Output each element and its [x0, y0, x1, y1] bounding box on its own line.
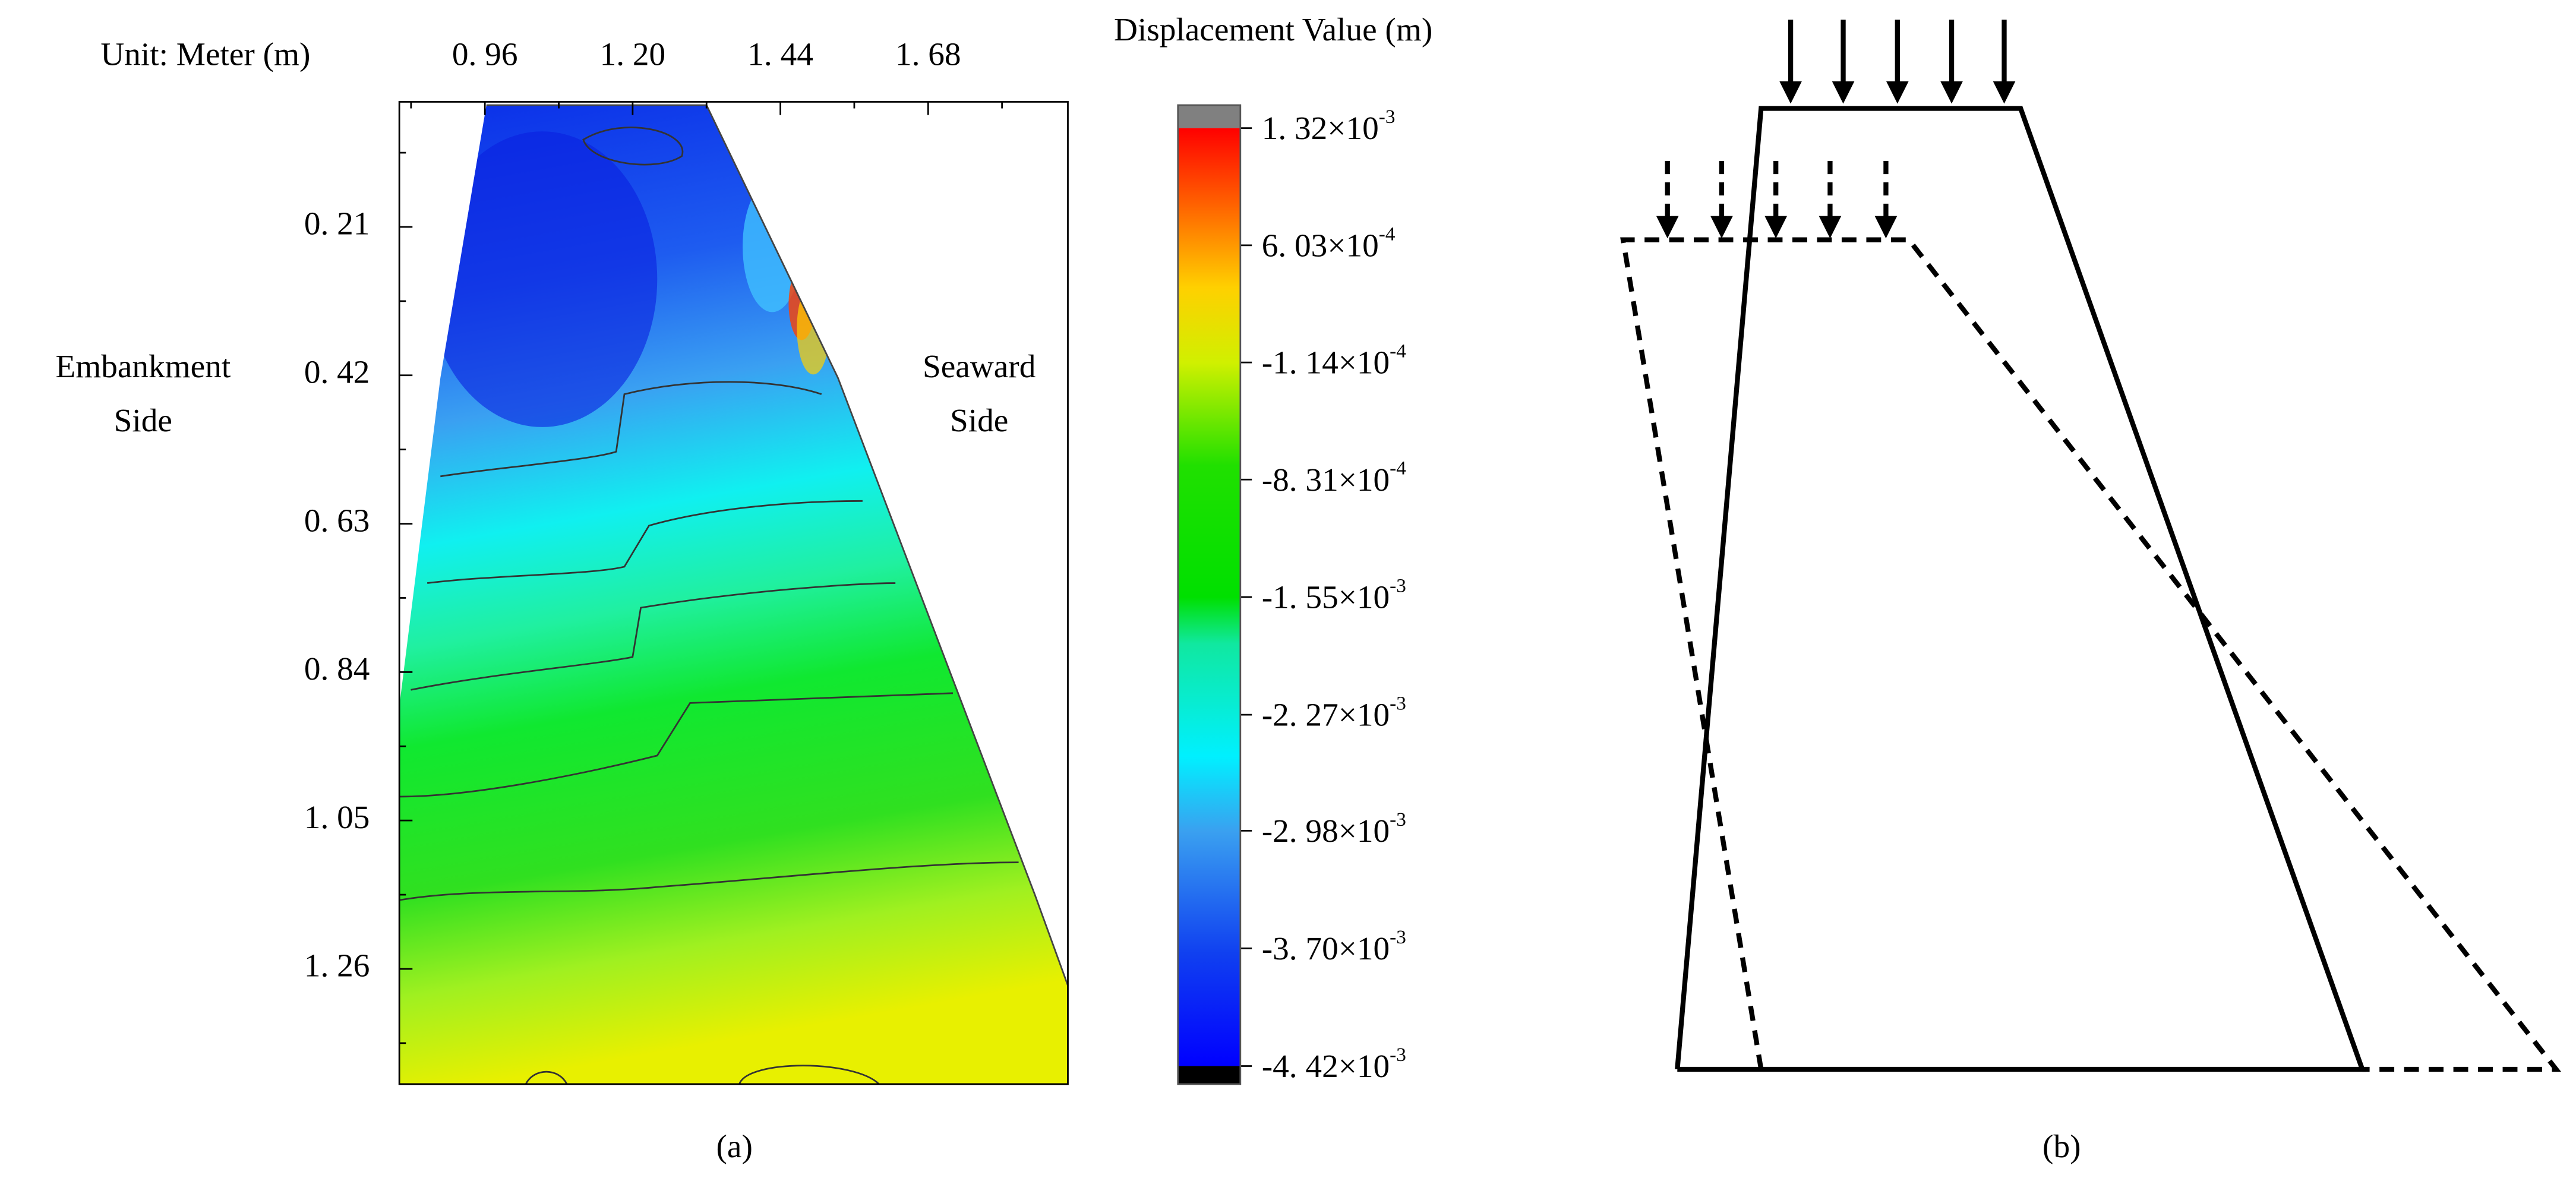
tick-mantissa: -2. 98×10 [1262, 813, 1390, 849]
tick-exponent: -3 [1390, 574, 1406, 596]
x-tick-label: 1. 20 [600, 36, 666, 72]
tick-exponent: -3 [1390, 1043, 1406, 1065]
y-tick-label: 1. 26 [304, 948, 370, 984]
colorbar [1177, 128, 1240, 1066]
tick-exponent: -4 [1390, 340, 1406, 362]
tick-exponent: -3 [1390, 926, 1406, 948]
y-tick-label: 0. 84 [304, 651, 370, 687]
y-tick-label: 0. 42 [304, 353, 370, 390]
tick-mantissa: -1. 55×10 [1262, 579, 1390, 615]
x-tick-label: 1. 68 [895, 36, 961, 72]
contour-field [399, 105, 1068, 1084]
x-tick-label: 0. 96 [452, 36, 518, 72]
left-label: Embankment [55, 348, 231, 384]
colorbar-tick-label: -3. 70×10-3 [1262, 926, 1406, 966]
colorbar-cap [1177, 1066, 1240, 1084]
y-tick-label: 0. 63 [304, 502, 370, 538]
tick-exponent: -4 [1379, 223, 1396, 245]
colorbar-tick-label: 1. 32×10-3 [1262, 106, 1396, 146]
colorbar-tick-label: -2. 27×10-3 [1262, 692, 1406, 732]
unit-label: Unit: Meter (m) [100, 36, 310, 72]
colorbar-tick-label: -2. 98×10-3 [1262, 808, 1406, 848]
tick-exponent: -3 [1390, 692, 1406, 714]
tick-mantissa: -2. 27×10 [1262, 696, 1390, 732]
colorbar-cap [1177, 105, 1240, 128]
tick-exponent: -3 [1379, 106, 1396, 128]
colorbar-tick-label: -8. 31×10-4 [1262, 457, 1406, 497]
right-label: Seaward [923, 348, 1036, 384]
y-tick-label: 1. 05 [304, 799, 370, 835]
right-label: Side [950, 402, 1008, 438]
axis-ticks: 0. 96 1. 20 1. 44 1. 68 0. 21 0. 42 0. 63 0. 84… [304, 36, 1406, 1084]
tick-mantissa: -1. 14×10 [1262, 344, 1390, 380]
colorbar-frame [1177, 104, 1242, 1085]
tick-mantissa: 1. 32×10 [1262, 110, 1379, 146]
tick-exponent: -4 [1390, 457, 1406, 479]
colorbar-tick-label: -4. 42×10-3 [1262, 1043, 1406, 1084]
load-arrows-dashed [1656, 160, 1898, 239]
tick-exponent: -3 [1390, 808, 1406, 830]
original-shape [1675, 106, 2366, 1072]
colorbar-tick-label: -1. 55×10-3 [1262, 574, 1406, 615]
colorbar-tick-label: -1. 14×10-4 [1262, 340, 1406, 380]
diagram [1620, 20, 2562, 1072]
plot-frame [398, 101, 1069, 1085]
tick-mantissa: -3. 70×10 [1262, 930, 1390, 967]
colorbar-tick-label: 6. 03×10-4 [1262, 223, 1396, 263]
tick-mantissa: -8. 31×10 [1262, 462, 1390, 498]
load-arrows [1779, 20, 2016, 104]
deformed-shape [1620, 237, 2562, 1072]
caption: (b) [2043, 1128, 2081, 1164]
caption: (a) [716, 1128, 753, 1164]
left-label: Side [114, 402, 172, 438]
y-tick-label: 0. 21 [304, 206, 370, 242]
x-tick-label: 1. 44 [747, 36, 813, 72]
tick-mantissa: 6. 03×10 [1262, 227, 1379, 263]
colorbar-title: Displacement Value (m) [1114, 11, 1432, 48]
tick-mantissa: -4. 42×10 [1262, 1048, 1390, 1084]
